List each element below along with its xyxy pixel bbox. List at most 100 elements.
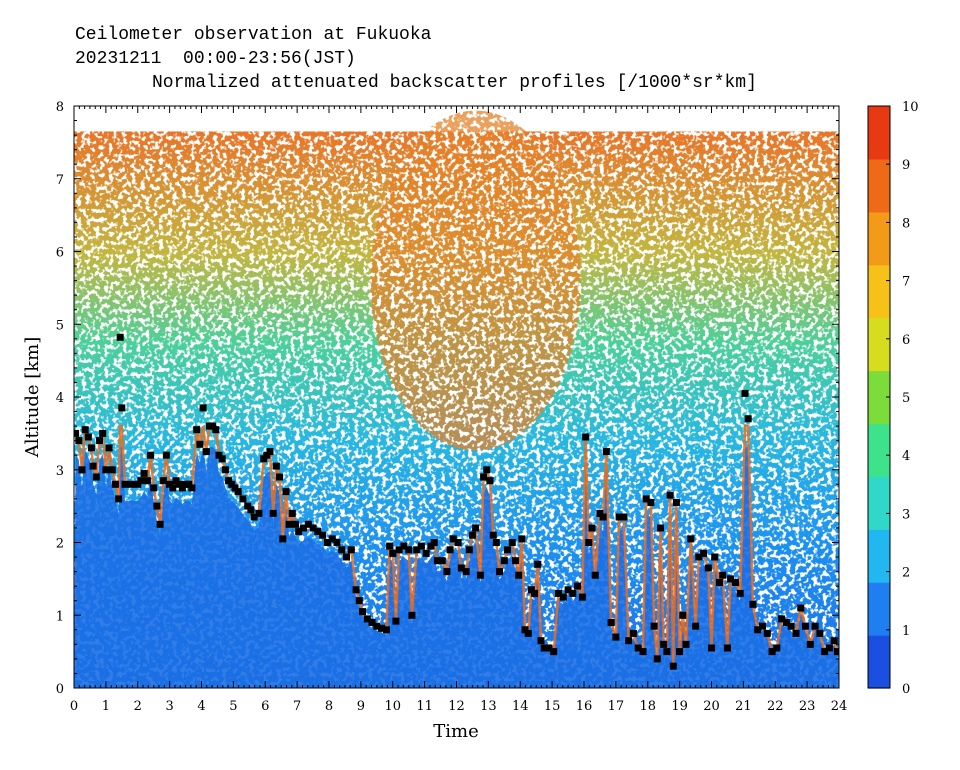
chart-title-date: 20231211 00:00-23:56(JST) [75,49,356,69]
cloud-base-point [476,571,484,579]
cloud-base-point [162,451,170,459]
cloud-base-point [527,586,535,594]
aerosol-plume [370,110,581,451]
x-tick-label: 1 [102,699,110,714]
colorbar: 0 1 2 3 4 5 6 7 8 9 10 [867,100,919,697]
cloud-base-point [768,648,776,656]
cloud-base-point [443,568,451,576]
cloud-base-point [663,648,671,656]
cloud-base-point [153,502,161,510]
cloud-base-point [787,622,795,630]
cloud-base-point [582,433,590,441]
cloud-base-point [209,422,217,430]
cloud-base-point [454,539,462,546]
cloud-base-point [115,495,123,503]
cloud-base-point [422,549,430,557]
cloud-base-point [588,524,596,532]
cloud-base-point [802,622,809,630]
cloud-base-point [276,473,284,481]
cloud-base-point [96,437,103,445]
cloud-base-point [212,426,220,434]
x-tick-label: 3 [165,699,173,714]
cloud-base-point [489,531,497,539]
cloud-base-point [540,644,548,652]
x-tick-label: 6 [261,699,269,714]
cloud-base-point [642,495,650,503]
cloud-base-point [140,469,148,477]
plot-area [74,110,839,688]
cloud-base-point [607,619,615,626]
x-tick-label: 7 [293,699,301,714]
cloud-base-points [74,333,839,670]
cloud-base-point [215,451,223,459]
cloud-base-point [359,608,366,616]
cloud-base-point [433,557,441,565]
cloud-base-point [225,477,233,485]
cloud-base-point [537,637,545,645]
x-tick-label: 22 [767,699,784,714]
cloud-base-point [545,644,553,652]
cloud-base-point [121,480,129,488]
cloud-base-point [328,535,336,543]
cloud-base-point [196,440,204,448]
cloud-base-point [559,593,567,601]
cloud-base-point [521,626,529,634]
cloud-base-point [118,404,126,412]
cloud-base-point [295,528,303,536]
cloud-base-point [591,571,599,579]
cloud-base-point [102,466,110,474]
cloud-base-point [564,586,572,594]
cloud-base-point [272,462,280,470]
cloud-base-point [555,589,562,597]
cloud-base-point [749,600,757,608]
colorbar-tick-label: 7 [902,275,910,290]
cloud-base-point [716,579,723,586]
colorbar-segment [868,476,890,530]
colorbar-segment [868,529,890,583]
colorbar-segment [868,635,890,689]
x-axis: 0 1 2 3 4 5 6 7 8 9 10 11 12 13 14 15 16 17 18 19 20 21 22 23 24 [70,106,847,714]
cloud-base-point [512,557,519,565]
cloud-base-point [363,615,371,623]
x-tick-label: 21 [735,699,752,714]
cloud-base-point [314,528,322,536]
cloud-base-point [483,466,491,474]
cloud-base-point [486,477,494,485]
cloud-base-point [413,546,421,554]
cloud-base-point [166,480,174,488]
cloud-base-point [156,520,164,528]
cloud-base-point [368,619,376,626]
cloud-base-point [188,484,196,492]
cloud-base-point [255,509,263,517]
cloud-base-point [111,480,119,488]
colorbar-tick-label: 0 [902,682,910,697]
y-tick-label: 2 [56,537,64,552]
cloud-base-point [695,553,703,561]
cloud-base-point [239,495,247,503]
cloud-base-point [585,539,593,546]
x-tick-label: 15 [544,699,561,714]
x-tick-label: 14 [512,699,529,714]
cloud-base-point [234,488,242,496]
cloud-base-point [620,513,628,521]
cloud-base-point [639,648,647,656]
cloud-base-point [508,539,516,546]
cloud-base-point [657,524,664,532]
y-tick-label: 0 [56,682,64,697]
cloud-base-point [185,480,193,488]
x-tick-label: 12 [448,699,465,714]
cloud-base-point [504,546,511,554]
cloud-base-point [343,553,350,561]
cloud-base-point [81,426,89,434]
cloud-base-point [727,575,735,583]
cloud-base-point [612,633,620,641]
cloud-base-point [319,531,327,539]
cloud-base-point [650,622,658,630]
cloud-base-point [105,444,113,452]
cloud-base-point [704,564,712,572]
cloud-base-point [578,593,586,601]
y-tick-label: 1 [56,609,64,624]
cloud-base-point [228,480,236,488]
cloud-base-point [300,524,307,532]
cloud-base-point [773,644,781,652]
